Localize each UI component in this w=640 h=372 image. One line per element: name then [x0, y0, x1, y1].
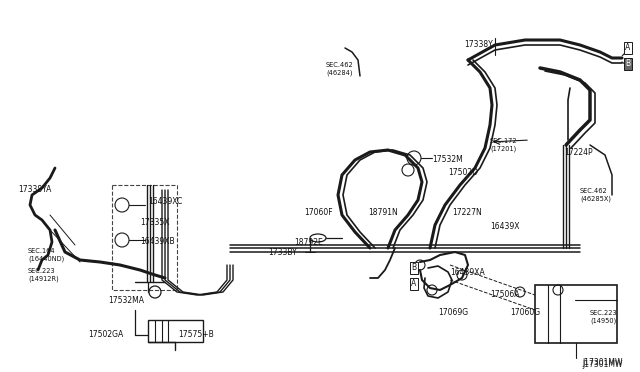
Text: 17502D: 17502D — [448, 168, 478, 177]
Text: SEC.164
(16440ND): SEC.164 (16440ND) — [28, 248, 64, 262]
Text: 18792E: 18792E — [294, 238, 323, 247]
Text: 17224P: 17224P — [564, 148, 593, 157]
Text: SEC.462
(46285X): SEC.462 (46285X) — [580, 188, 611, 202]
Text: 16439XA: 16439XA — [450, 268, 484, 277]
Text: SEC.172
(17201): SEC.172 (17201) — [490, 138, 518, 151]
Text: 1733BY: 1733BY — [268, 248, 297, 257]
Text: A: A — [412, 279, 417, 289]
Bar — [148, 320, 203, 342]
Text: SEC.223
(14950): SEC.223 (14950) — [590, 310, 618, 324]
Text: 16439XC: 16439XC — [148, 197, 182, 206]
Text: 17338YA: 17338YA — [18, 185, 51, 194]
Text: 17227N: 17227N — [452, 208, 482, 217]
Text: 17335X: 17335X — [140, 218, 170, 227]
Text: 17502GA: 17502GA — [88, 330, 124, 339]
Text: A: A — [625, 44, 630, 52]
Text: SEC.223
(14912R): SEC.223 (14912R) — [28, 268, 59, 282]
Text: B: B — [625, 60, 630, 68]
Text: J17301MW: J17301MW — [582, 360, 623, 369]
Text: 17069G: 17069G — [438, 308, 468, 317]
Text: 17060G: 17060G — [510, 308, 540, 317]
Text: 16439XB: 16439XB — [140, 237, 175, 246]
Text: 18791N: 18791N — [368, 208, 397, 217]
Text: 17506A: 17506A — [490, 290, 520, 299]
Text: 17338Y: 17338Y — [464, 40, 493, 49]
Text: J17301MW: J17301MW — [582, 358, 623, 367]
Text: 17532MA: 17532MA — [108, 296, 144, 305]
Text: 17532M: 17532M — [432, 155, 463, 164]
Text: SEC.462
(46284): SEC.462 (46284) — [326, 62, 354, 76]
Bar — [535, 285, 617, 343]
Text: 16439X: 16439X — [490, 222, 520, 231]
Text: 17060F: 17060F — [304, 208, 333, 217]
Text: 17575+B: 17575+B — [178, 330, 214, 339]
Text: B: B — [412, 263, 417, 273]
